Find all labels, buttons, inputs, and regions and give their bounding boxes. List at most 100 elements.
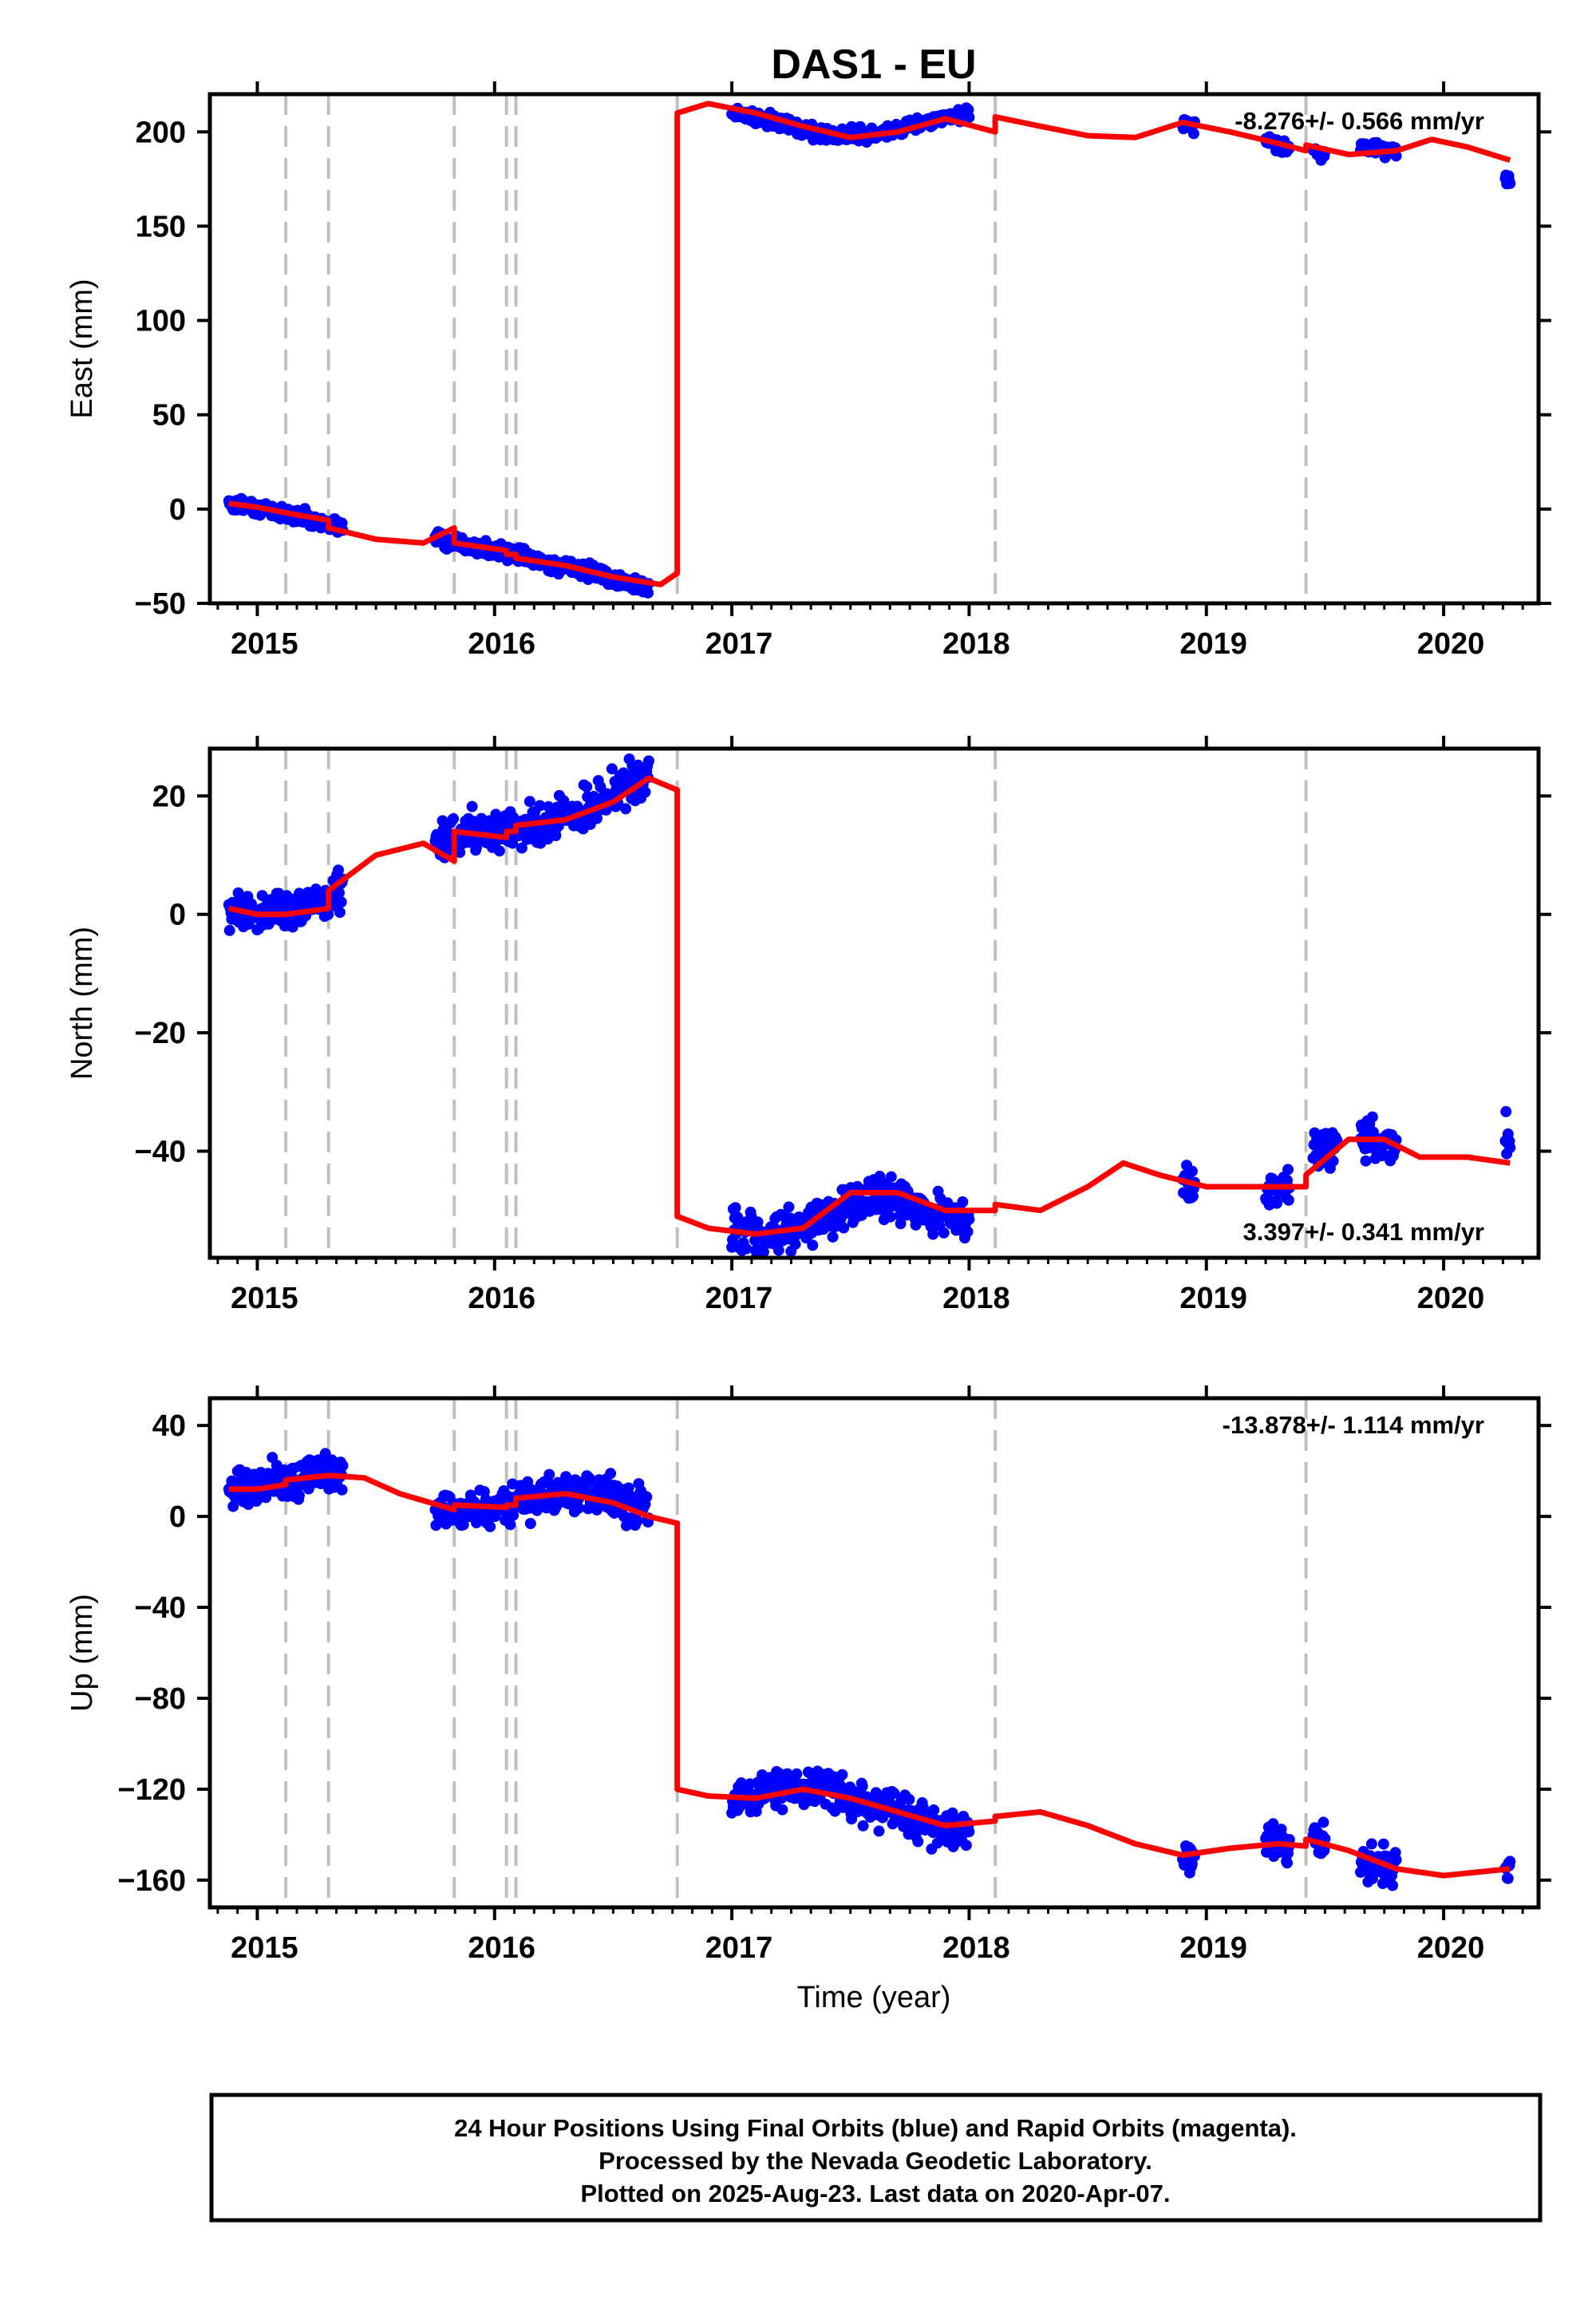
data-point xyxy=(928,1804,940,1816)
rate-label: -8.276+/- 0.566 mm/yr xyxy=(1235,107,1484,135)
data-point xyxy=(1327,1155,1339,1167)
data-point xyxy=(334,887,345,899)
chart-title: DAS1 - EU xyxy=(771,41,976,88)
y-tick-label: 50 xyxy=(152,399,186,433)
x-tick-label: 2017 xyxy=(705,1282,773,1315)
y-tick-label: −80 xyxy=(135,1682,186,1716)
data-point xyxy=(1377,1838,1389,1850)
data-point xyxy=(466,800,478,812)
data-point xyxy=(643,755,654,767)
data-point xyxy=(1366,1111,1378,1123)
footer-frame xyxy=(209,2093,1543,2223)
data-point xyxy=(1387,1879,1398,1891)
y-tick-label: 200 xyxy=(136,116,186,149)
data-point xyxy=(789,1238,801,1250)
panel-up: −160 −120 −80 −40 0 40 2015 2016 2017 2018 2019 202… xyxy=(65,1385,1551,1965)
data-point xyxy=(741,1243,753,1255)
y-tick-label: −160 xyxy=(117,1864,186,1898)
data-point xyxy=(523,796,535,808)
data-point xyxy=(534,800,546,812)
model-curve xyxy=(228,775,1511,1237)
data-point xyxy=(791,1768,803,1780)
data-point xyxy=(448,813,460,824)
data-point xyxy=(504,1519,516,1531)
y-axis-label: East (mm) xyxy=(65,279,99,418)
data-point xyxy=(912,1836,924,1848)
data-point xyxy=(960,1840,972,1852)
data-point xyxy=(1390,1854,1402,1866)
data-point xyxy=(1500,1105,1512,1117)
data-points xyxy=(223,102,1516,599)
data-point xyxy=(581,781,593,792)
x-tick-label: 2018 xyxy=(942,1931,1010,1965)
data-point xyxy=(605,1468,617,1480)
data-point xyxy=(885,1171,897,1183)
data-point xyxy=(1504,177,1516,189)
data-point xyxy=(227,1500,239,1512)
data-point xyxy=(927,1228,939,1240)
data-point xyxy=(524,1518,536,1529)
x-tick-label: 2016 xyxy=(468,1282,535,1315)
y-tick-label: −40 xyxy=(135,1135,186,1168)
data-point xyxy=(757,1246,769,1258)
plot-frame xyxy=(207,746,1541,1260)
data-point xyxy=(963,1826,975,1838)
y-tick-label: 0 xyxy=(169,899,186,932)
data-point xyxy=(508,1509,519,1521)
x-tick-label: 2015 xyxy=(231,627,298,661)
y-tick-label: 40 xyxy=(152,1409,186,1443)
data-point xyxy=(772,1244,784,1256)
x-tick-label: 2019 xyxy=(1179,1282,1247,1315)
data-point xyxy=(962,1226,974,1238)
rate-label: -13.878+/- 1.114 mm/yr xyxy=(1223,1411,1484,1439)
data-point xyxy=(286,921,298,933)
x-tick-label: 2020 xyxy=(1417,627,1485,661)
y-tick-label: −120 xyxy=(117,1773,186,1807)
data-point xyxy=(895,1218,907,1230)
data-point xyxy=(507,837,519,849)
data-point xyxy=(1365,1838,1377,1850)
data-point xyxy=(457,1519,469,1531)
data-point xyxy=(1360,1155,1372,1167)
data-point xyxy=(230,897,241,909)
data-point xyxy=(1271,1197,1282,1209)
data-point xyxy=(1504,1856,1516,1867)
x-tick-label: 2020 xyxy=(1417,1931,1485,1965)
data-point xyxy=(1331,1134,1343,1146)
data-point xyxy=(827,1231,839,1243)
data-point xyxy=(620,803,632,815)
data-point xyxy=(836,1769,848,1780)
data-point xyxy=(335,896,347,908)
data-point xyxy=(1282,1857,1293,1869)
data-point xyxy=(223,924,235,936)
x-tick-label: 2016 xyxy=(468,627,535,661)
data-point xyxy=(256,890,268,902)
y-tick-label: 20 xyxy=(152,780,186,813)
data-point xyxy=(938,1227,950,1239)
data-point xyxy=(639,786,651,798)
data-point xyxy=(484,1520,496,1532)
x-tick-label: 2017 xyxy=(705,1931,773,1965)
x-tick-label: 2016 xyxy=(468,1931,535,1965)
data-point xyxy=(957,1196,969,1207)
data-point xyxy=(334,907,346,919)
data-point xyxy=(642,587,654,599)
data-point xyxy=(1502,1872,1514,1884)
data-point xyxy=(1504,1142,1516,1153)
y-axis-label: Up (mm) xyxy=(65,1594,99,1712)
x-tick-label: 2019 xyxy=(1179,627,1247,661)
data-point xyxy=(783,1201,795,1213)
footer-line-2: Processed by the Nevada Geodetic Laborat… xyxy=(598,2147,1152,2175)
y-tick-label: 150 xyxy=(136,210,186,243)
rate-label: 3.397+/- 0.341 mm/yr xyxy=(1243,1218,1484,1246)
data-point xyxy=(776,1804,788,1816)
model-curve xyxy=(228,1472,1511,1879)
panel-north: −40 −20 0 20 2015 2016 2017 2018 2019 2020 North (… xyxy=(65,736,1551,1315)
y-tick-label: −20 xyxy=(135,1017,186,1050)
data-point xyxy=(856,1780,868,1792)
x-axis-label: Time (year) xyxy=(797,1981,951,2014)
data-point xyxy=(729,1202,741,1214)
data-point xyxy=(641,1491,653,1503)
data-points xyxy=(223,1448,1516,1891)
